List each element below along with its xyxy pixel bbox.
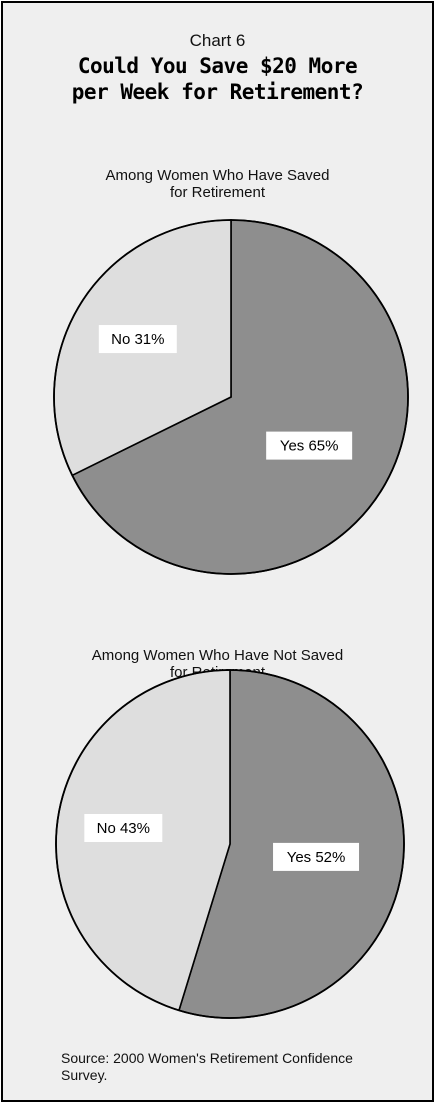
source-line-1: Source: 2000 Women's Retirement Confiden… xyxy=(61,1050,353,1066)
source-note: Source: 2000 Women's Retirement Confiden… xyxy=(61,1050,401,1084)
pie-2-label-box-no xyxy=(84,814,163,843)
chart-title-line-1: Could You Save $20 More xyxy=(77,54,358,78)
pie-1-label-yes: Yes 65% xyxy=(280,438,339,455)
pie-1-label-no: No 31% xyxy=(111,331,164,348)
pie-2-outline xyxy=(55,669,405,1019)
pie-2-label-no: No 43% xyxy=(97,820,150,837)
chart-title-line-2: per Week for Retirement? xyxy=(71,80,364,104)
pie-2-label-yes: Yes 52% xyxy=(287,849,346,866)
pie-1-outline xyxy=(53,219,409,575)
pie-chart-saved: Yes 65% No 31% xyxy=(53,219,409,575)
pie-2-label-box-yes xyxy=(273,842,360,871)
chart-title: Could You Save $20 More per Week for Ret… xyxy=(3,53,432,105)
chart-number: Chart 6 xyxy=(189,31,246,50)
pie-1-title: Among Women Who Have Saved for Retiremen… xyxy=(3,167,432,201)
source-line-2: Survey. xyxy=(61,1067,108,1083)
pie-1-label-box-yes xyxy=(266,431,353,460)
pie-1-label-box-no xyxy=(98,325,177,354)
pie-1-title-line-2: for Retirement xyxy=(169,184,266,201)
pie-2-title-line-1: Among Women Who Have Not Saved xyxy=(91,647,344,664)
pie-chart-not-saved: Yes 52% No 43% xyxy=(55,669,405,1019)
pie-1-title-line-1: Among Women Who Have Saved xyxy=(105,167,330,184)
